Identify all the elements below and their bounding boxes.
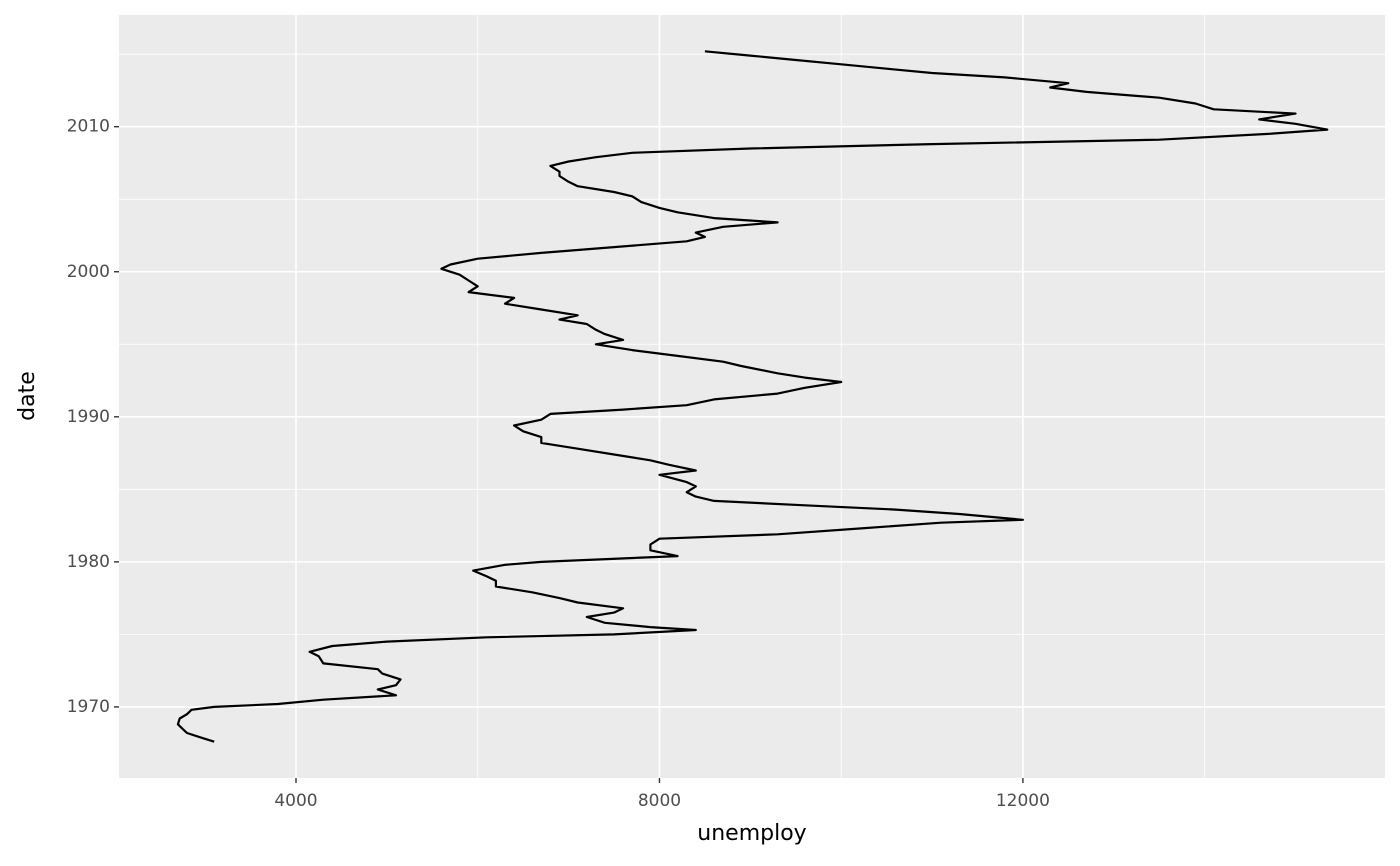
- y-tick-label: 1990: [67, 407, 110, 427]
- y-tick-label: 2010: [67, 117, 110, 137]
- x-axis-title: unemploy: [697, 821, 806, 846]
- data-line: [176, 50, 1329, 743]
- x-tick-label: 4000: [274, 791, 317, 811]
- y-axis-title: date: [15, 371, 40, 421]
- y-tick-label: 1980: [67, 552, 110, 572]
- x-tick-label: 8000: [638, 791, 681, 811]
- y-tick-label: 2000: [67, 262, 110, 282]
- x-tick-label: 12000: [996, 791, 1050, 811]
- y-tick-label: 1970: [67, 697, 110, 717]
